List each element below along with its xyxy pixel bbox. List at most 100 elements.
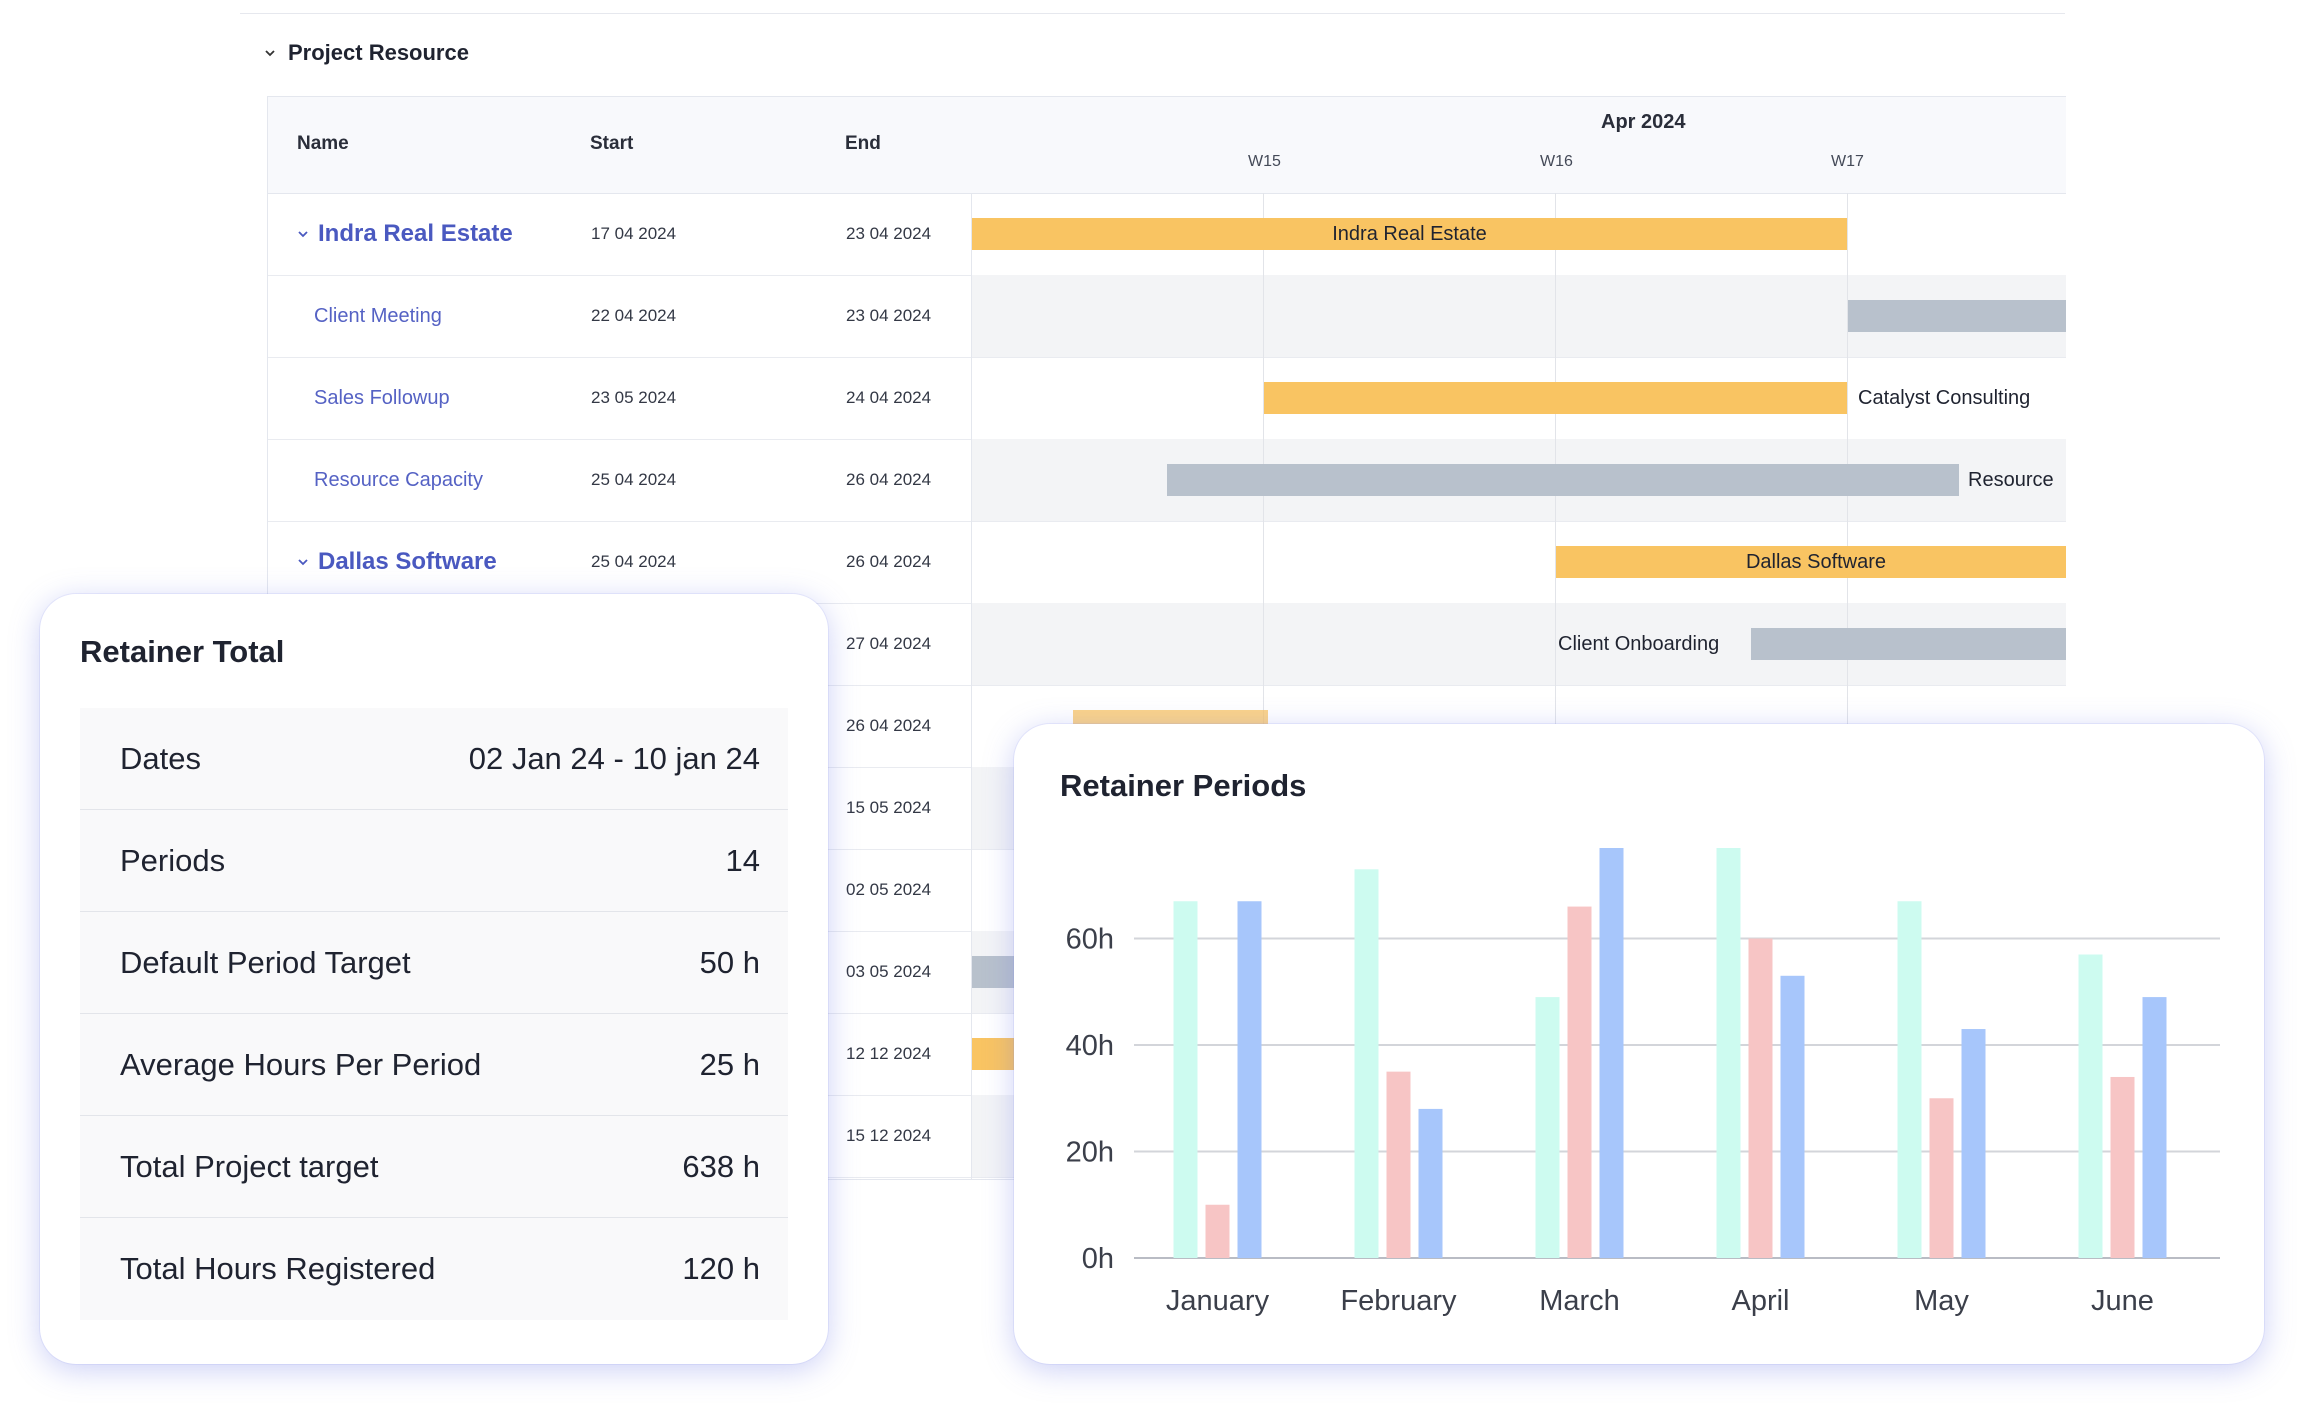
start-date: 25 04 2024: [591, 552, 677, 571]
gantt-bar[interactable]: [1751, 628, 2066, 660]
chart-bar[interactable]: [1961, 1029, 1986, 1258]
week-label: W17: [1831, 153, 1864, 170]
gantt-row[interactable]: Indra Real Estate 17 04 2024 23 04 2024: [268, 193, 2066, 276]
chart-bar[interactable]: [1929, 1098, 1954, 1258]
x-tick-label: January: [1166, 1285, 1270, 1317]
chart-bar[interactable]: [1599, 848, 1624, 1258]
task-name[interactable]: Sales Followup: [314, 357, 450, 439]
chart-bar[interactable]: [2078, 954, 2103, 1258]
bar-label: Dallas Software: [1745, 550, 1887, 573]
task-name[interactable]: Client Meeting: [314, 275, 442, 357]
detail-label: Default Period Target: [120, 944, 411, 980]
timeline-month-label: Apr 2024: [1601, 111, 1686, 133]
week-label: W16: [1540, 153, 1573, 170]
gantt-bar[interactable]: [1848, 300, 2066, 332]
card-title: Retainer Total: [80, 634, 285, 669]
gantt-bar[interactable]: [972, 1038, 1014, 1070]
detail-label: Average Hours Per Period: [120, 1046, 482, 1082]
chevron-down-icon[interactable]: [296, 227, 310, 241]
week-label: W15: [1248, 153, 1281, 170]
chart-bar[interactable]: [2142, 997, 2167, 1258]
chart-bar[interactable]: [1567, 906, 1592, 1258]
row-name-label: Dallas Software: [318, 548, 497, 575]
chart-bar[interactable]: [1418, 1108, 1443, 1258]
gantt-bar[interactable]: Dallas Software: [1556, 546, 2066, 578]
x-tick-label: June: [2091, 1285, 2154, 1317]
end-date: 26 04 2024: [846, 716, 932, 735]
bar-label: Indra Real Estate: [1332, 222, 1487, 245]
y-tick-label: 20h: [1066, 1137, 1114, 1169]
end-date: 26 04 2024: [846, 470, 932, 489]
end-date: 23 04 2024: [846, 224, 932, 243]
card-title: Retainer Periods: [1060, 768, 1307, 803]
x-tick-label: February: [1340, 1285, 1457, 1317]
gantt-bar[interactable]: Indra Real Estate: [972, 218, 1847, 250]
retainer-details-list: Dates 02 Jan 24 - 10 jan 24 Periods 14 Defau…: [80, 708, 788, 1320]
chart-bar[interactable]: [1748, 938, 1773, 1258]
column-header-end[interactable]: End: [845, 133, 881, 154]
chart-bar[interactable]: [1716, 848, 1741, 1258]
chart-bar[interactable]: [1780, 975, 1805, 1258]
detail-row: Average Hours Per Period 25 h: [80, 1014, 788, 1116]
chevron-down-icon[interactable]: [262, 45, 278, 61]
gantt-header: Name Start End Apr 2024 W15 W16 W17: [268, 97, 2066, 194]
chart-bar[interactable]: [1205, 1204, 1230, 1258]
detail-label: Dates: [120, 740, 201, 776]
row-name-label: Indra Real Estate: [318, 220, 513, 247]
end-date: 12 12 2024: [846, 1044, 932, 1063]
grid-column-divider: [971, 193, 972, 1179]
group-name[interactable]: Indra Real Estate: [296, 193, 513, 275]
column-header-name[interactable]: Name: [297, 133, 349, 154]
section-title: Project Resource: [288, 40, 469, 65]
y-tick-label: 0h: [1082, 1243, 1114, 1275]
detail-value: 25 h: [699, 1046, 760, 1082]
gantt-row[interactable]: Client Meeting 22 04 2024 23 04 2024: [268, 275, 2066, 358]
chart-bar[interactable]: [1386, 1071, 1411, 1258]
detail-value: 638 h: [682, 1148, 760, 1184]
bar-label: Client Onboarding: [1558, 632, 1720, 655]
detail-label: Total Project target: [120, 1148, 379, 1184]
retainer-total-card: Retainer Total Dates 02 Jan 24 - 10 jan 2…: [40, 594, 828, 1364]
detail-row: Periods 14: [80, 810, 788, 912]
detail-value: 50 h: [699, 944, 760, 980]
gantt-bar[interactable]: [1167, 464, 1959, 496]
end-date: 26 04 2024: [846, 552, 932, 571]
detail-row: Dates 02 Jan 24 - 10 jan 24: [80, 708, 788, 810]
end-date: 15 05 2024: [846, 798, 932, 817]
y-tick-label: 40h: [1066, 1030, 1114, 1062]
end-date: 15 12 2024: [846, 1126, 932, 1145]
end-date: 23 04 2024: [846, 306, 932, 325]
bar-label: Resource: [1968, 468, 2054, 491]
section-header[interactable]: Project Resource: [262, 40, 469, 66]
start-date: 22 04 2024: [591, 306, 677, 325]
retainer-periods-chart: 0h 20h 40h 60h January February March April May J…: [1066, 848, 2220, 1317]
detail-row: Default Period Target 50 h: [80, 912, 788, 1014]
chart-bar[interactable]: [1173, 901, 1198, 1258]
y-tick-label: 60h: [1066, 924, 1114, 956]
x-tick-label: March: [1539, 1285, 1620, 1317]
week-gridline: [1263, 193, 1264, 1179]
week-gridline: [1555, 193, 1556, 1179]
bar-label: Catalyst Consulting: [1858, 386, 2031, 409]
gantt-bar[interactable]: [972, 956, 1014, 988]
start-date: 23 05 2024: [591, 388, 677, 407]
detail-value: 120 h: [682, 1251, 760, 1286]
x-tick-label: April: [1731, 1285, 1789, 1317]
group-name[interactable]: Dallas Software: [296, 521, 497, 603]
start-date: 17 04 2024: [591, 224, 677, 243]
detail-value: 02 Jan 24 - 10 jan 24: [468, 740, 760, 776]
chart-bar[interactable]: [1535, 997, 1560, 1258]
start-date: 25 04 2024: [591, 470, 677, 489]
chart-bar[interactable]: [1897, 901, 1922, 1258]
gantt-bar[interactable]: [1264, 382, 1847, 414]
chevron-down-icon[interactable]: [296, 555, 310, 569]
end-date: 03 05 2024: [846, 962, 932, 981]
column-header-start[interactable]: Start: [590, 133, 634, 154]
chart-bar[interactable]: [2110, 1076, 2135, 1258]
chart-bar[interactable]: [1237, 901, 1262, 1258]
retainer-periods-card: Retainer Periods 0h 20h 40h 60h January Febru…: [1014, 724, 2264, 1364]
week-gridline: [1847, 193, 1848, 1179]
task-name[interactable]: Resource Capacity: [314, 439, 483, 521]
chart-bar[interactable]: [1354, 869, 1379, 1258]
end-date: 02 05 2024: [846, 880, 932, 899]
